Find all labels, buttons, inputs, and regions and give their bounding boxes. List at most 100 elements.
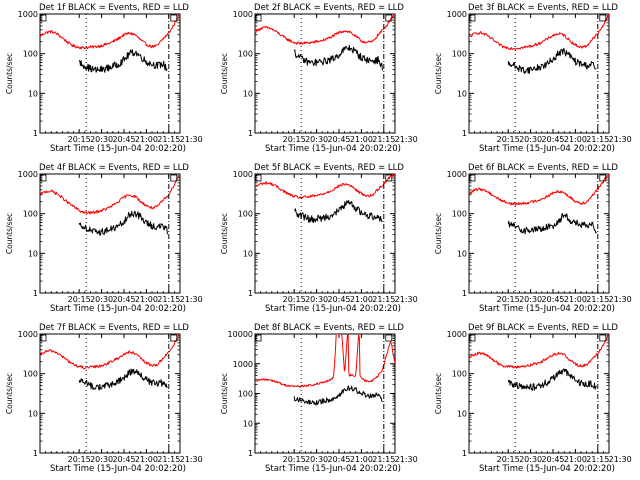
- panel-title: Det 6f BLACK = Events, RED = LLD: [468, 163, 618, 173]
- lld-series-line: [255, 14, 395, 45]
- events-series-line: [507, 368, 597, 391]
- marker-box: [385, 174, 393, 182]
- x-tick-label: 20:15: [497, 295, 520, 304]
- y-axis-label: Counts/sec: [220, 373, 229, 414]
- marker-box: [385, 14, 393, 22]
- x-tick-label: 21:15: [586, 455, 609, 464]
- y-tick-label: 100: [23, 50, 38, 59]
- plot-frame: [39, 173, 181, 294]
- y-axis-label: Counts/sec: [5, 213, 14, 254]
- series-group: [469, 14, 609, 74]
- lld-series-line: [469, 174, 609, 206]
- series-group: [255, 334, 395, 406]
- marker-box: [385, 334, 393, 342]
- x-tick-label: 21:15: [372, 455, 395, 464]
- x-axis-label: Start Time (15-Jun-04 20:02:20): [479, 464, 615, 474]
- corner-box: [40, 14, 47, 22]
- y-tick-label: 1: [248, 289, 253, 298]
- series-group: [255, 174, 395, 224]
- x-tick-label: 21:30: [609, 455, 632, 464]
- series-group: [469, 334, 609, 391]
- panel-det-7f: Det 7f BLACK = Events, RED = LLD 1 10 100 10…: [5, 323, 203, 474]
- y-tick-label: 1: [33, 289, 38, 298]
- x-tick-label: 21:30: [609, 135, 632, 144]
- y-tick-label: 10: [28, 89, 38, 98]
- y-tick-label: 100: [452, 50, 467, 59]
- x-tick-label: 21:00: [135, 455, 158, 464]
- y-tick-label: 10: [457, 409, 467, 418]
- events-series-line: [78, 368, 168, 391]
- marker-box: [170, 14, 178, 22]
- x-axis-label: Start Time (15-Jun-04 20:02:20): [265, 464, 401, 474]
- y-axis-label: Counts/sec: [5, 53, 14, 94]
- x-tick-label: 20:45: [541, 295, 564, 304]
- marker-box: [599, 14, 607, 22]
- x-axis-label: Start Time (15-Jun-04 20:02:20): [50, 464, 186, 474]
- events-series-line: [507, 213, 597, 235]
- x-tick-label: 21:00: [564, 295, 587, 304]
- marker-box: [170, 174, 178, 182]
- x-tick-label: 21:00: [135, 135, 158, 144]
- y-tick-label: 10: [28, 409, 38, 418]
- y-tick-label: 1000: [18, 10, 38, 19]
- x-tick-label: 20:45: [112, 455, 135, 464]
- x-tick-label: 21:00: [564, 135, 587, 144]
- y-tick-label: 100: [238, 390, 253, 399]
- marker-box: [599, 334, 607, 342]
- y-tick-label: 100: [452, 210, 467, 219]
- events-series-line: [78, 49, 168, 73]
- plot-frame: [468, 333, 610, 454]
- lld-series-line: [40, 14, 180, 50]
- x-tick-label: 20:15: [68, 455, 91, 464]
- y-tick-label: 1: [248, 449, 253, 458]
- x-tick-label: 20:30: [519, 295, 542, 304]
- y-tick-label: 1000: [233, 170, 253, 179]
- plot-frame: [468, 13, 610, 134]
- panel-det-5f: Det 5f BLACK = Events, RED = LLD 1 10 100 10…: [220, 163, 418, 314]
- plot-frame: [254, 333, 396, 454]
- corner-box: [469, 174, 476, 182]
- y-tick-label: 10: [457, 89, 467, 98]
- lld-series-line: [40, 174, 180, 215]
- panel-title: Det 1f BLACK = Events, RED = LLD: [39, 3, 189, 13]
- x-tick-label: 21:15: [157, 455, 180, 464]
- x-tick-label: 21:30: [395, 295, 418, 304]
- plot-frame: [39, 333, 181, 454]
- y-axis-label: Counts/sec: [5, 373, 14, 414]
- y-tick-label: 1: [462, 129, 467, 138]
- y-tick-label: 1: [248, 129, 253, 138]
- x-tick-label: 21:30: [180, 135, 203, 144]
- panel-title: Det 9f BLACK = Events, RED = LLD: [468, 323, 618, 333]
- corner-box: [469, 334, 476, 342]
- y-tick-label: 1: [462, 449, 467, 458]
- x-tick-label: 21:15: [372, 135, 395, 144]
- events-series-line: [293, 199, 383, 224]
- x-axis-label: Start Time (15-Jun-04 20:02:20): [479, 304, 615, 314]
- x-tick-label: 21:15: [372, 295, 395, 304]
- y-tick-label: 1000: [18, 330, 38, 339]
- y-tick-label: 1000: [447, 330, 467, 339]
- y-axis-label: Counts/sec: [434, 53, 443, 94]
- y-tick-label: 1: [33, 129, 38, 138]
- x-tick-label: 20:45: [327, 295, 350, 304]
- x-tick-label: 20:15: [497, 135, 520, 144]
- y-tick-label: 10: [243, 419, 253, 428]
- x-tick-label: 20:15: [68, 135, 91, 144]
- x-tick-label: 21:30: [180, 455, 203, 464]
- lld-series-line: [469, 334, 609, 369]
- x-tick-label: 20:30: [90, 295, 113, 304]
- x-tick-label: 21:30: [609, 295, 632, 304]
- panel-title: Det 4f BLACK = Events, RED = LLD: [39, 163, 189, 173]
- x-tick-label: 21:30: [180, 295, 203, 304]
- x-axis-label: Start Time (15-Jun-04 20:02:20): [265, 304, 401, 314]
- series-group: [469, 174, 609, 235]
- x-tick-label: 20:15: [283, 135, 306, 144]
- x-tick-label: 21:15: [586, 295, 609, 304]
- panel-det-2f: Det 2f BLACK = Events, RED = LLD 1 10 100 10…: [220, 3, 418, 154]
- y-tick-label: 10: [28, 249, 38, 258]
- series-group: [255, 14, 395, 71]
- x-tick-label: 20:45: [112, 295, 135, 304]
- panel-title: Det 5f BLACK = Events, RED = LLD: [254, 163, 404, 173]
- x-axis-label: Start Time (15-Jun-04 20:02:20): [479, 144, 615, 154]
